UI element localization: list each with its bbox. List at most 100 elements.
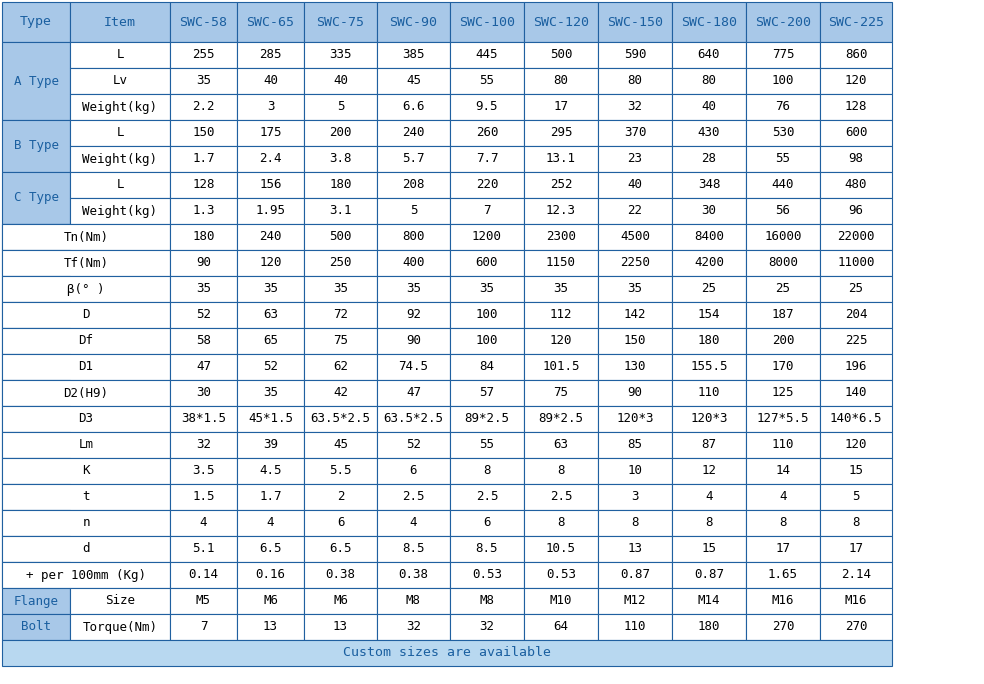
Text: 5: 5 <box>337 101 344 114</box>
Text: 220: 220 <box>475 179 498 192</box>
Text: M8: M8 <box>479 594 495 607</box>
Bar <box>377 120 450 146</box>
Text: 1.5: 1.5 <box>192 490 215 503</box>
Bar <box>377 588 450 614</box>
Text: 8: 8 <box>632 516 639 529</box>
Text: 63.5*2.5: 63.5*2.5 <box>311 412 371 425</box>
Text: 1.95: 1.95 <box>256 205 285 218</box>
Text: 13.1: 13.1 <box>546 153 576 166</box>
Bar <box>598 432 672 458</box>
Text: 12.3: 12.3 <box>546 205 576 218</box>
Text: 89*2.5: 89*2.5 <box>538 412 584 425</box>
Bar <box>70 120 170 146</box>
Bar <box>377 198 450 224</box>
Text: 370: 370 <box>624 127 646 140</box>
Text: 12: 12 <box>702 464 716 477</box>
Bar <box>2 302 170 328</box>
Text: SWC-120: SWC-120 <box>533 16 589 29</box>
Text: 252: 252 <box>550 179 573 192</box>
Bar <box>746 250 820 276</box>
Text: 8000: 8000 <box>768 256 798 269</box>
Bar <box>450 198 524 224</box>
Bar <box>2 562 170 588</box>
Text: 2.5: 2.5 <box>402 490 425 503</box>
Text: 62: 62 <box>333 360 348 373</box>
Text: 400: 400 <box>402 256 425 269</box>
Bar <box>377 536 450 562</box>
Bar <box>746 328 820 354</box>
Text: 5: 5 <box>409 205 417 218</box>
Text: L: L <box>116 179 124 192</box>
Bar <box>2 354 170 380</box>
Text: Tf(Nm): Tf(Nm) <box>64 256 108 269</box>
Text: 4200: 4200 <box>694 256 724 269</box>
Text: 2.5: 2.5 <box>550 490 573 503</box>
Text: 8: 8 <box>557 516 565 529</box>
Text: M5: M5 <box>196 594 211 607</box>
Text: 47: 47 <box>196 360 211 373</box>
Text: 2.14: 2.14 <box>841 568 871 581</box>
Bar <box>304 120 377 146</box>
Bar <box>524 146 598 172</box>
Bar <box>450 406 524 432</box>
Bar <box>524 224 598 250</box>
Bar <box>170 458 237 484</box>
Text: 800: 800 <box>402 231 425 244</box>
Text: 2.2: 2.2 <box>192 101 215 114</box>
Bar <box>450 42 524 68</box>
Bar <box>598 146 672 172</box>
Bar <box>304 614 377 640</box>
Bar <box>598 380 672 406</box>
Bar <box>672 302 746 328</box>
Bar <box>377 42 450 68</box>
Bar <box>450 458 524 484</box>
Bar <box>237 536 304 562</box>
Bar <box>746 224 820 250</box>
Bar <box>2 224 170 250</box>
Bar <box>2 328 70 354</box>
Text: 600: 600 <box>844 127 867 140</box>
Bar <box>237 172 304 198</box>
Bar <box>672 432 746 458</box>
Bar <box>450 328 524 354</box>
Text: 25: 25 <box>775 282 790 295</box>
Text: 860: 860 <box>844 49 867 62</box>
Bar <box>237 302 304 328</box>
Bar <box>450 588 524 614</box>
Bar <box>820 250 892 276</box>
Bar <box>170 276 237 302</box>
Bar <box>170 484 237 510</box>
Text: SWC-180: SWC-180 <box>681 16 737 29</box>
Text: Size: Size <box>105 594 135 607</box>
Bar <box>2 120 70 172</box>
Text: 3.8: 3.8 <box>330 153 351 166</box>
Bar <box>237 484 304 510</box>
Text: L: L <box>116 49 124 62</box>
Text: 100: 100 <box>771 75 794 88</box>
Bar <box>820 562 892 588</box>
Bar <box>598 302 672 328</box>
Bar <box>170 510 237 536</box>
Bar <box>237 458 304 484</box>
Text: + per 100mm (Kg): + per 100mm (Kg) <box>26 568 146 581</box>
Text: 90: 90 <box>406 334 421 347</box>
Bar <box>524 94 598 120</box>
Bar <box>2 588 70 614</box>
Bar <box>2 302 70 328</box>
Text: SWC-200: SWC-200 <box>755 16 811 29</box>
Bar <box>304 146 377 172</box>
Text: Tn(Nm): Tn(Nm) <box>64 231 108 244</box>
Bar <box>2 172 70 224</box>
Text: 8: 8 <box>706 516 712 529</box>
Bar <box>598 536 672 562</box>
Text: Lm: Lm <box>79 438 93 451</box>
Text: 22000: 22000 <box>837 231 875 244</box>
Bar <box>304 224 377 250</box>
Bar <box>672 198 746 224</box>
Bar <box>746 588 820 614</box>
Bar <box>377 510 450 536</box>
Text: 10: 10 <box>628 464 643 477</box>
Bar <box>820 432 892 458</box>
Bar <box>2 380 70 406</box>
Bar <box>170 2 237 42</box>
